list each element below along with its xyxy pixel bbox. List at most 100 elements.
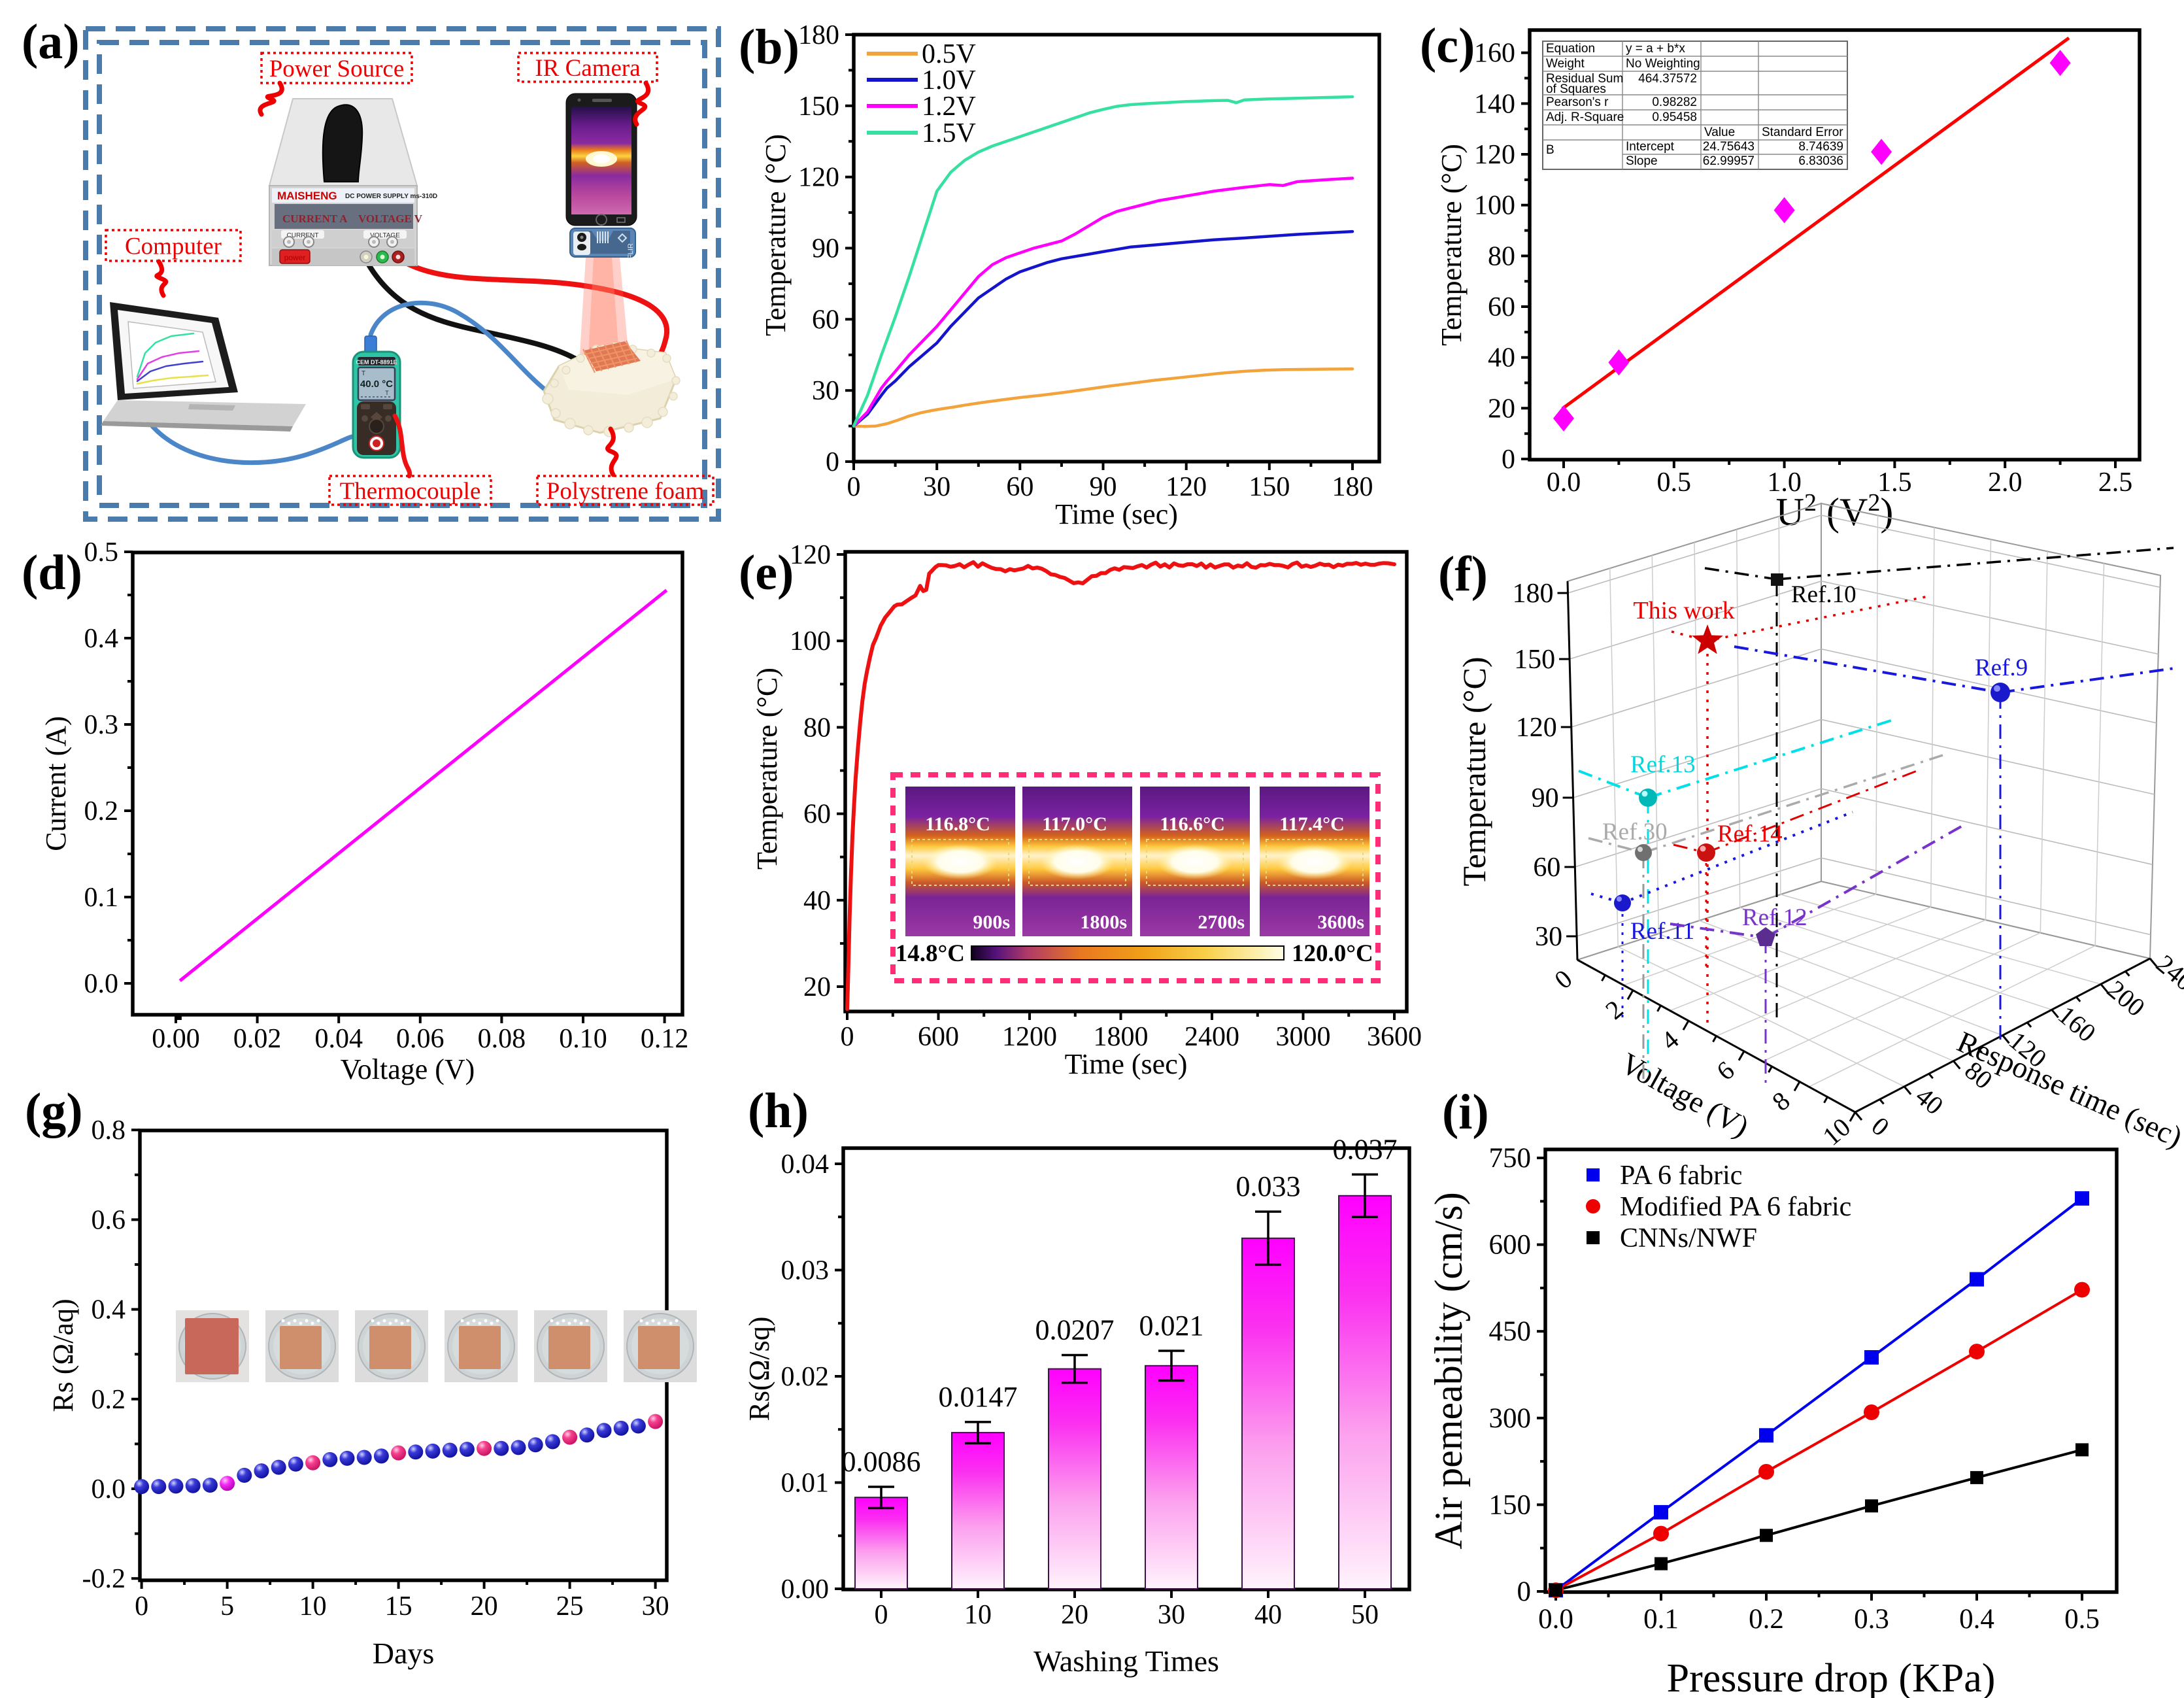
svg-text:Time (sec): Time (sec) (1055, 498, 1178, 530)
svg-text:150: 150 (1489, 1489, 1532, 1520)
svg-text:150: 150 (1249, 472, 1290, 502)
svg-text:Ref.12: Ref.12 (1742, 904, 1807, 931)
svg-text:6.83036: 6.83036 (1798, 154, 1843, 168)
svg-text:2.5: 2.5 (2098, 467, 2133, 498)
svg-text:0.5: 0.5 (84, 537, 119, 568)
svg-text:T: T (385, 390, 389, 396)
svg-text:20: 20 (471, 1591, 498, 1622)
svg-text:of Squares: of Squares (1546, 82, 1606, 96)
svg-text:1800: 1800 (1094, 1022, 1149, 1052)
svg-text:1.5: 1.5 (1877, 467, 1912, 498)
svg-text:0: 0 (1517, 1576, 1532, 1607)
svg-text:T: T (361, 370, 365, 377)
svg-text:120: 120 (1474, 140, 1515, 170)
svg-text:0.5: 0.5 (1657, 467, 1692, 498)
svg-text:30: 30 (812, 376, 839, 406)
svg-text:14.8°C: 14.8°C (896, 940, 965, 967)
svg-text:y = a + b*x: y = a + b*x (1626, 42, 1685, 56)
svg-text:(f): (f) (1438, 547, 1488, 602)
svg-text:120: 120 (798, 163, 839, 193)
svg-text:30: 30 (1535, 922, 1562, 952)
svg-text:20: 20 (1061, 1600, 1088, 1630)
svg-text:464.37572: 464.37572 (1638, 72, 1697, 86)
svg-text:80: 80 (803, 713, 831, 743)
svg-text:20: 20 (1488, 394, 1515, 424)
svg-text:Weight: Weight (1546, 57, 1585, 71)
svg-text:0.5V: 0.5V (922, 39, 976, 69)
svg-text:24.75643: 24.75643 (1703, 140, 1755, 154)
svg-text:90: 90 (1532, 783, 1559, 813)
svg-text:15: 15 (385, 1591, 412, 1622)
svg-text:0.8: 0.8 (92, 1115, 126, 1146)
svg-text:0.5: 0.5 (2064, 1604, 2100, 1635)
svg-text:Standard Error: Standard Error (1762, 126, 1843, 139)
svg-text:Power Source: Power Source (269, 56, 405, 82)
svg-text:(b): (b) (739, 20, 799, 75)
svg-text:10: 10 (964, 1600, 992, 1630)
svg-text:0.4: 0.4 (84, 624, 119, 654)
svg-text:Value: Value (1704, 126, 1735, 139)
svg-text:60: 60 (803, 800, 831, 830)
svg-text:0.033: 0.033 (1236, 1170, 1301, 1202)
svg-text:100: 100 (1474, 191, 1515, 221)
svg-text:60: 60 (1006, 472, 1033, 502)
svg-text:This work: This work (1633, 597, 1734, 624)
svg-text:Thermocouple: Thermocouple (340, 478, 481, 505)
svg-text:0.0: 0.0 (1547, 467, 1581, 498)
svg-text:0.0207: 0.0207 (1035, 1314, 1115, 1346)
svg-text:Rs (Ω/aq): Rs (Ω/aq) (47, 1299, 79, 1412)
svg-text:900s: 900s (973, 911, 1010, 933)
svg-text:150: 150 (798, 92, 839, 122)
svg-text:600: 600 (918, 1022, 959, 1052)
svg-text:DC POWER SUPPLY ms-310D: DC POWER SUPPLY ms-310D (345, 193, 437, 200)
svg-text:(e): (e) (739, 545, 794, 600)
svg-text:0.2: 0.2 (1749, 1604, 1784, 1635)
svg-text:160: 160 (1474, 39, 1515, 69)
svg-text:0.12: 0.12 (641, 1024, 689, 1054)
svg-text:Ref.9: Ref.9 (1975, 654, 2028, 681)
svg-text:(g): (g) (25, 1083, 83, 1138)
svg-text:1.0V: 1.0V (922, 65, 976, 95)
svg-text:40: 40 (803, 886, 831, 916)
svg-text:116.8°C: 116.8°C (925, 813, 990, 835)
svg-text:8.74639: 8.74639 (1798, 140, 1843, 154)
svg-text:2700s: 2700s (1198, 911, 1245, 933)
svg-text:Temperature (°C): Temperature (°C) (760, 134, 792, 336)
svg-text:Adj. R-Square: Adj. R-Square (1546, 110, 1624, 124)
svg-text:180: 180 (1512, 579, 1553, 609)
svg-text:10: 10 (299, 1591, 327, 1622)
svg-text:0.06: 0.06 (396, 1024, 445, 1054)
svg-text:Temperature (°C): Temperature (°C) (1436, 144, 1468, 346)
svg-text:40.0 °C: 40.0 °C (360, 379, 393, 390)
svg-text:(a): (a) (22, 14, 80, 69)
svg-text:B: B (1546, 143, 1554, 157)
svg-text:Residual Sum: Residual Sum (1546, 72, 1623, 86)
svg-text:Equation: Equation (1546, 42, 1595, 56)
svg-text:600: 600 (1489, 1230, 1532, 1261)
svg-text:Pressure drop (KPa): Pressure drop (KPa) (1667, 1656, 1996, 1698)
svg-text:CNNs/NWF: CNNs/NWF (1620, 1223, 1757, 1253)
svg-text:Temperature (°C): Temperature (°C) (1456, 656, 1492, 886)
svg-text:25: 25 (556, 1591, 584, 1622)
svg-text:0.0: 0.0 (84, 969, 119, 999)
svg-text:0.04: 0.04 (781, 1149, 830, 1180)
svg-text:0: 0 (847, 472, 861, 502)
svg-text:(i): (i) (1442, 1085, 1489, 1140)
svg-text:0.00: 0.00 (152, 1024, 200, 1054)
svg-text:Current (A): Current (A) (40, 716, 72, 851)
svg-text:Ref.30: Ref.30 (1602, 819, 1668, 845)
svg-text:0.3: 0.3 (84, 710, 119, 740)
svg-text:1200: 1200 (1002, 1022, 1057, 1052)
svg-text:0.02: 0.02 (781, 1362, 830, 1392)
svg-text:0.01: 0.01 (781, 1469, 830, 1499)
svg-text:0.4: 0.4 (92, 1295, 126, 1325)
svg-text:0.0086: 0.0086 (842, 1446, 921, 1478)
svg-text:40: 40 (1254, 1600, 1282, 1630)
svg-text:-0.2: -0.2 (82, 1564, 126, 1594)
svg-text:120: 120 (1516, 713, 1557, 743)
svg-text:Slope: Slope (1626, 154, 1658, 168)
svg-text:VOLTAGE V: VOLTAGE V (358, 212, 423, 225)
svg-text:0.2: 0.2 (84, 796, 119, 826)
svg-text:IR Camera: IR Camera (535, 55, 640, 82)
svg-text:0.2: 0.2 (92, 1385, 126, 1415)
